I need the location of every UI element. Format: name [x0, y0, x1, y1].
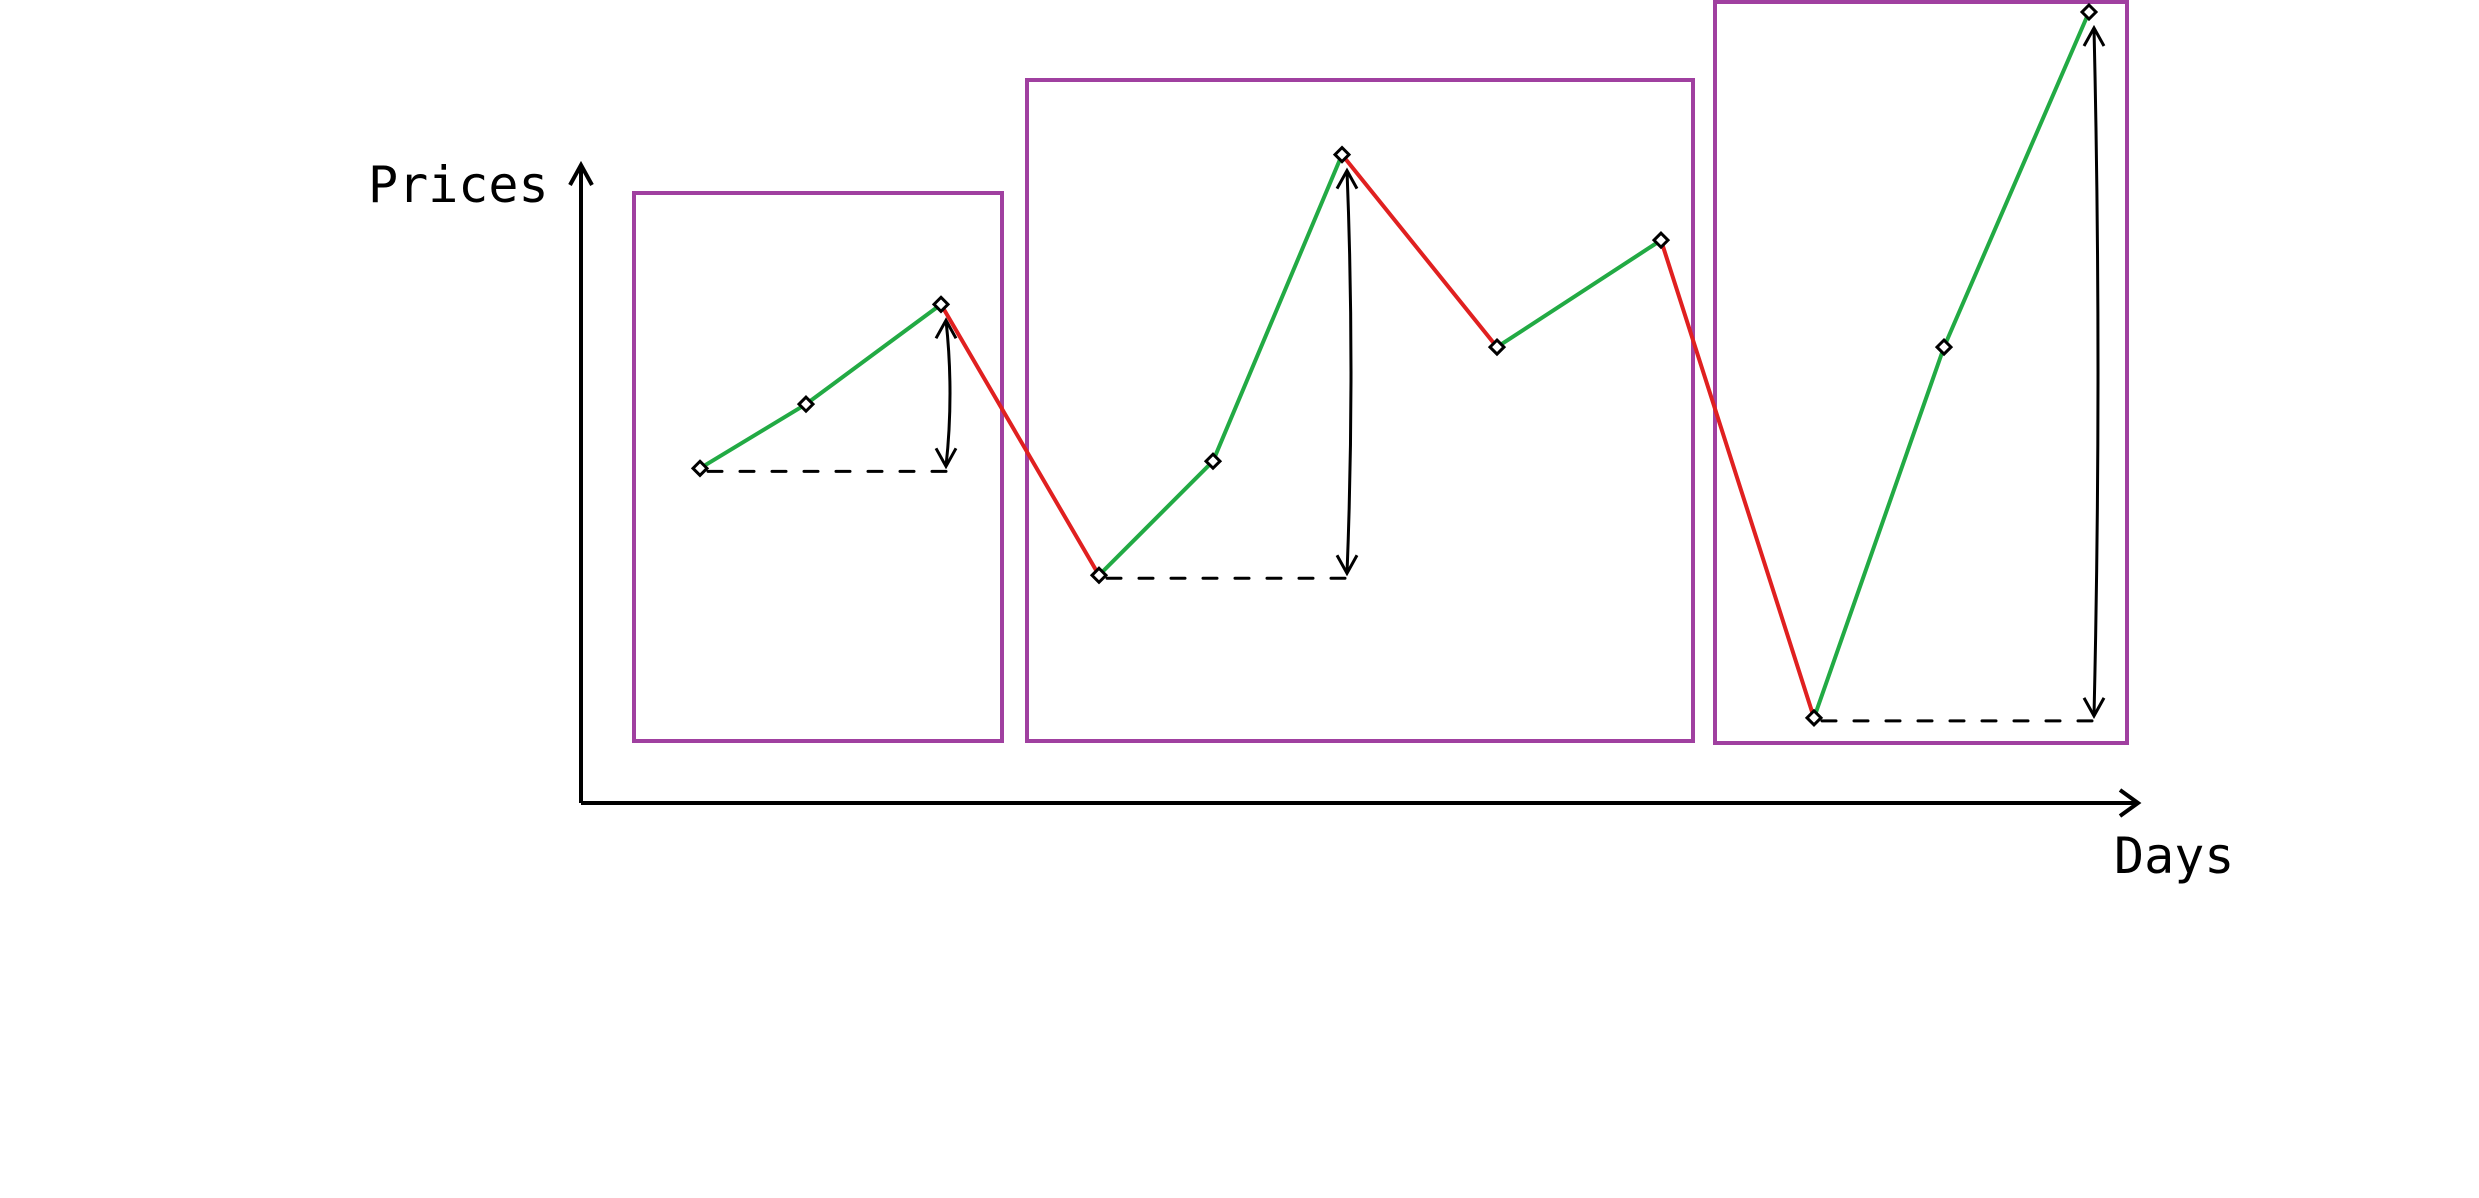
price-segments — [698, 10, 2091, 720]
price-point-4 — [1089, 566, 1109, 585]
price-point-8 — [1651, 231, 1671, 250]
price-point-1 — [690, 459, 710, 478]
window-box-2 — [1025, 78, 1695, 743]
price-point-2 — [796, 395, 816, 414]
segment-10-rise — [1942, 10, 2091, 350]
segment-6-fall — [1340, 152, 1499, 350]
axes: Prices Days — [368, 156, 2234, 885]
segment-1-rise — [698, 402, 808, 471]
price-point-9 — [1804, 708, 1824, 727]
segment-4-rise — [1097, 459, 1215, 578]
rise-arrow-3 — [2092, 27, 2100, 716]
segment-5-rise — [1211, 152, 1344, 464]
y-axis-arrow-icon — [568, 160, 594, 186]
price-point-11 — [2079, 2, 2099, 22]
segment-3-fall — [939, 302, 1101, 578]
price-points — [690, 2, 2099, 727]
rise-arrow-head-bottom-icon — [934, 447, 958, 470]
window-box-1 — [632, 191, 1004, 743]
rise-arrow-head-bottom-icon — [2082, 697, 2106, 719]
price-point-5 — [1203, 452, 1223, 471]
price-point-3 — [931, 295, 951, 314]
price-point-6 — [1332, 145, 1352, 164]
x-axis-arrow-icon — [2118, 788, 2142, 818]
window-box-3 — [1713, 0, 2129, 745]
segment-8-fall — [1659, 238, 1816, 720]
window-boxes — [632, 0, 2129, 745]
rise-arrow-head-bottom-icon — [1335, 554, 1359, 577]
price-point-10 — [1934, 337, 1954, 357]
y-axis-label: Prices — [368, 156, 549, 214]
rise-arrow-2 — [1345, 170, 1353, 574]
price-point-7 — [1487, 337, 1507, 357]
rise-annotations — [706, 24, 2106, 723]
rise-arrow-head-top-icon — [934, 317, 958, 340]
rise-arrow-1 — [944, 320, 952, 467]
segment-9-rise — [1812, 345, 1946, 720]
segment-7-rise — [1495, 238, 1663, 350]
rise-arrow-head-top-icon — [1335, 167, 1359, 190]
rise-arrow-head-top-icon — [2082, 24, 2106, 47]
x-axis-label: Days — [2114, 827, 2234, 885]
segment-2-rise — [804, 302, 943, 407]
